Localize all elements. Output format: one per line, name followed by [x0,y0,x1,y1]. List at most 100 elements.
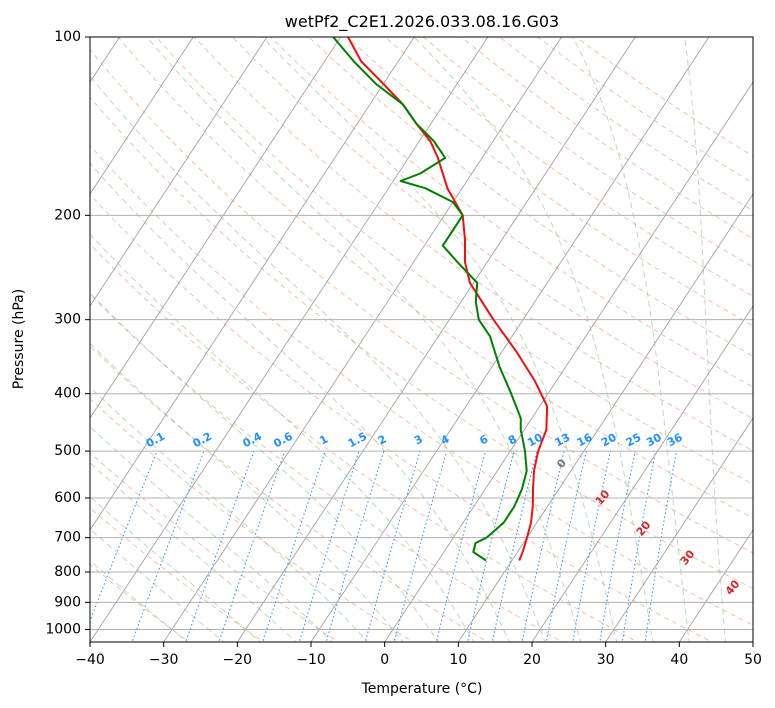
moist-adiabat-line [90,528,225,642]
background-line-labels: -100-90-80-70-60-50-40-30-20-100.10.20.4… [54,418,743,598]
moist-adiabat-line [90,75,546,642]
profile-lines [332,37,549,562]
dry-adiabat-line [90,293,564,642]
dry-adiabat-line [90,193,713,642]
moist-adiabat-label: 40 [723,577,743,597]
mixing-ratio-line [521,450,565,642]
mixing-ratio-line [599,451,636,642]
mixing-ratio-line [218,450,286,642]
mixing-ratio-label: 2 [376,432,389,447]
mixing-ratio-line [435,450,487,642]
mixing-ratio-label: 6 [477,432,490,447]
dry-adiabat-line [346,37,753,327]
moist-adiabat-line [413,37,654,642]
dry-adiabat-line [90,563,190,642]
isotherm-line [605,417,753,642]
x-tick-label: 40 [670,652,688,668]
y-tick-label: 800 [54,564,81,580]
y-tick-label: 1000 [45,621,81,637]
y-tick-label: 400 [54,386,81,402]
y-axis: 100 200 300 400 500 600 700 800 900 1000 [45,29,90,637]
mixing-ratio-label: 36 [665,431,685,450]
isotherm-line [531,305,753,642]
dry-adiabat-line [90,451,340,642]
dry-adiabat-line [90,398,414,642]
x-tick-label: −10 [296,652,326,668]
isotherm-line [90,37,268,307]
isotherm-line [0,24,55,645]
mixing-ratio-label: 10 [525,431,545,450]
dewpoint-profile-line [332,37,528,562]
mixing-ratio-line [131,450,205,642]
isotherm-line [90,37,194,195]
moist-adiabat-line [90,462,298,642]
mixing-ratio-line [262,450,326,642]
mixing-ratio-label: 1 [317,432,330,447]
x-tick-label: −30 [149,652,179,668]
dry-adiabat-line [193,37,753,452]
mixing-ratio-label: 13 [553,431,573,450]
isotherm-line [236,37,636,642]
moist-adiabat-line [90,233,475,642]
grid-lines [0,24,753,645]
isotherm-line [678,529,753,642]
dry-adiabat-line [90,243,639,642]
mixing-ratio-line [185,450,255,642]
dry-adiabat-line [90,345,489,642]
x-tick-label: 0 [380,652,389,668]
mixing-ratio-line [298,450,360,642]
moist-adiabat-line [90,496,261,642]
mixing-ratio-line [491,450,538,642]
x-tick-label: 20 [523,652,541,668]
mixing-ratio-label: 16 [575,431,595,450]
isotherm-line [163,37,563,642]
dry-adiabat-line [90,144,753,626]
plot-frame [89,36,754,643]
y-tick-label: 200 [54,207,81,223]
isotherm-line [384,81,753,642]
y-tick-label: 300 [54,312,81,328]
isotherm-line [752,641,753,642]
chart-title: wetPf2_C2E1.2026.033.08.16.G03 [285,12,559,32]
x-tick-label: 30 [597,652,615,668]
mixing-ratio-label: 25 [624,431,644,450]
x-tick-label: 10 [449,652,467,668]
isotherm-line [90,37,489,642]
x-tick-label: 50 [744,652,762,668]
mixing-ratio-label: 0.4 [241,430,265,451]
isotherm-line [310,37,710,642]
mixing-ratio-line [364,450,421,642]
dry-adiabat-line [90,48,753,554]
moist-adiabat-label: 0 [554,456,569,470]
moist-adiabat-line [90,559,189,642]
mixing-ratio-line [545,450,587,642]
dry-adiabat-line [117,37,753,519]
mixing-ratio-label: 30 [644,431,664,450]
mixing-ratio-label: 3 [412,432,425,447]
mixing-ratio-label: 0.2 [191,430,214,451]
x-tick-label: −20 [223,652,253,668]
moist-adiabat-line [90,342,404,642]
y-axis-label: Pressure (hPa) [11,289,27,389]
moist-adiabat-label: 10 [593,487,613,507]
mixing-ratio-label: 20 [599,431,619,450]
mixing-ratio-line [644,451,677,642]
moist-adiabat-line [90,425,333,642]
moist-adiabat-label: 20 [634,518,654,538]
y-tick-label: 100 [54,29,81,45]
dry-adiabat-label: -10 [54,418,78,441]
x-tick-label: −40 [75,652,105,668]
dry-adiabat-line [270,37,753,388]
isotherm-line [90,37,342,419]
isotherm-line [90,37,415,531]
isotherm-line [457,193,753,642]
dry-adiabat-line [90,96,753,590]
dry-adiabat-line [308,37,753,357]
y-tick-label: 600 [54,490,81,506]
x-axis: −40 −30 −20 −10 0 10 20 30 40 50 [75,642,762,668]
moist-adiabat-line [90,162,510,642]
y-tick-label: 500 [54,443,81,459]
temperature-profile-line [347,37,549,561]
mixing-ratio-label: 0.1 [144,430,167,451]
